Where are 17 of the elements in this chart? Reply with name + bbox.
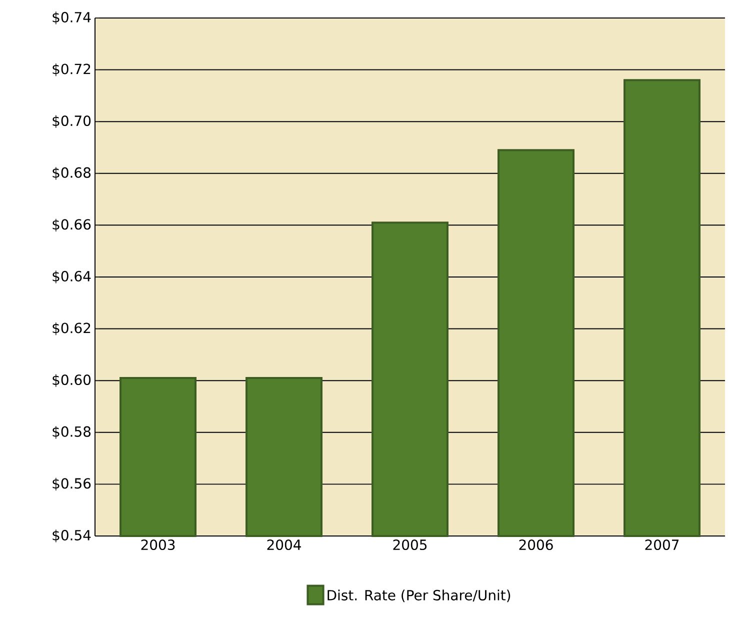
y-tick-label: $0.64 bbox=[52, 270, 91, 284]
y-tick-label: $0.54 bbox=[52, 530, 91, 542]
y-tick-label: $0.62 bbox=[52, 322, 90, 336]
x-tick-label: 2005 bbox=[393, 540, 427, 550]
y-tick-label: $0.68 bbox=[52, 167, 91, 180]
y-tick-label: $0.60 bbox=[52, 374, 91, 387]
y-tick-label: $0.58 bbox=[52, 426, 91, 439]
legend-label: Dist. Rate (Per Share/Unit) bbox=[328, 590, 510, 602]
y-tick-label: $0.74 bbox=[52, 12, 91, 24]
y-tick-label: $0.72 bbox=[52, 63, 90, 76]
x-tick-label: 2004 bbox=[267, 540, 301, 550]
y-tick-label: $0.56 bbox=[52, 478, 91, 491]
y-tick-label: $0.66 bbox=[52, 218, 91, 232]
y-tick-label: $0.70 bbox=[52, 115, 91, 128]
x-tick-label: 2007 bbox=[645, 540, 679, 550]
x-tick-label: 2003 bbox=[141, 540, 175, 550]
x-tick-label: 2006 bbox=[519, 540, 553, 550]
